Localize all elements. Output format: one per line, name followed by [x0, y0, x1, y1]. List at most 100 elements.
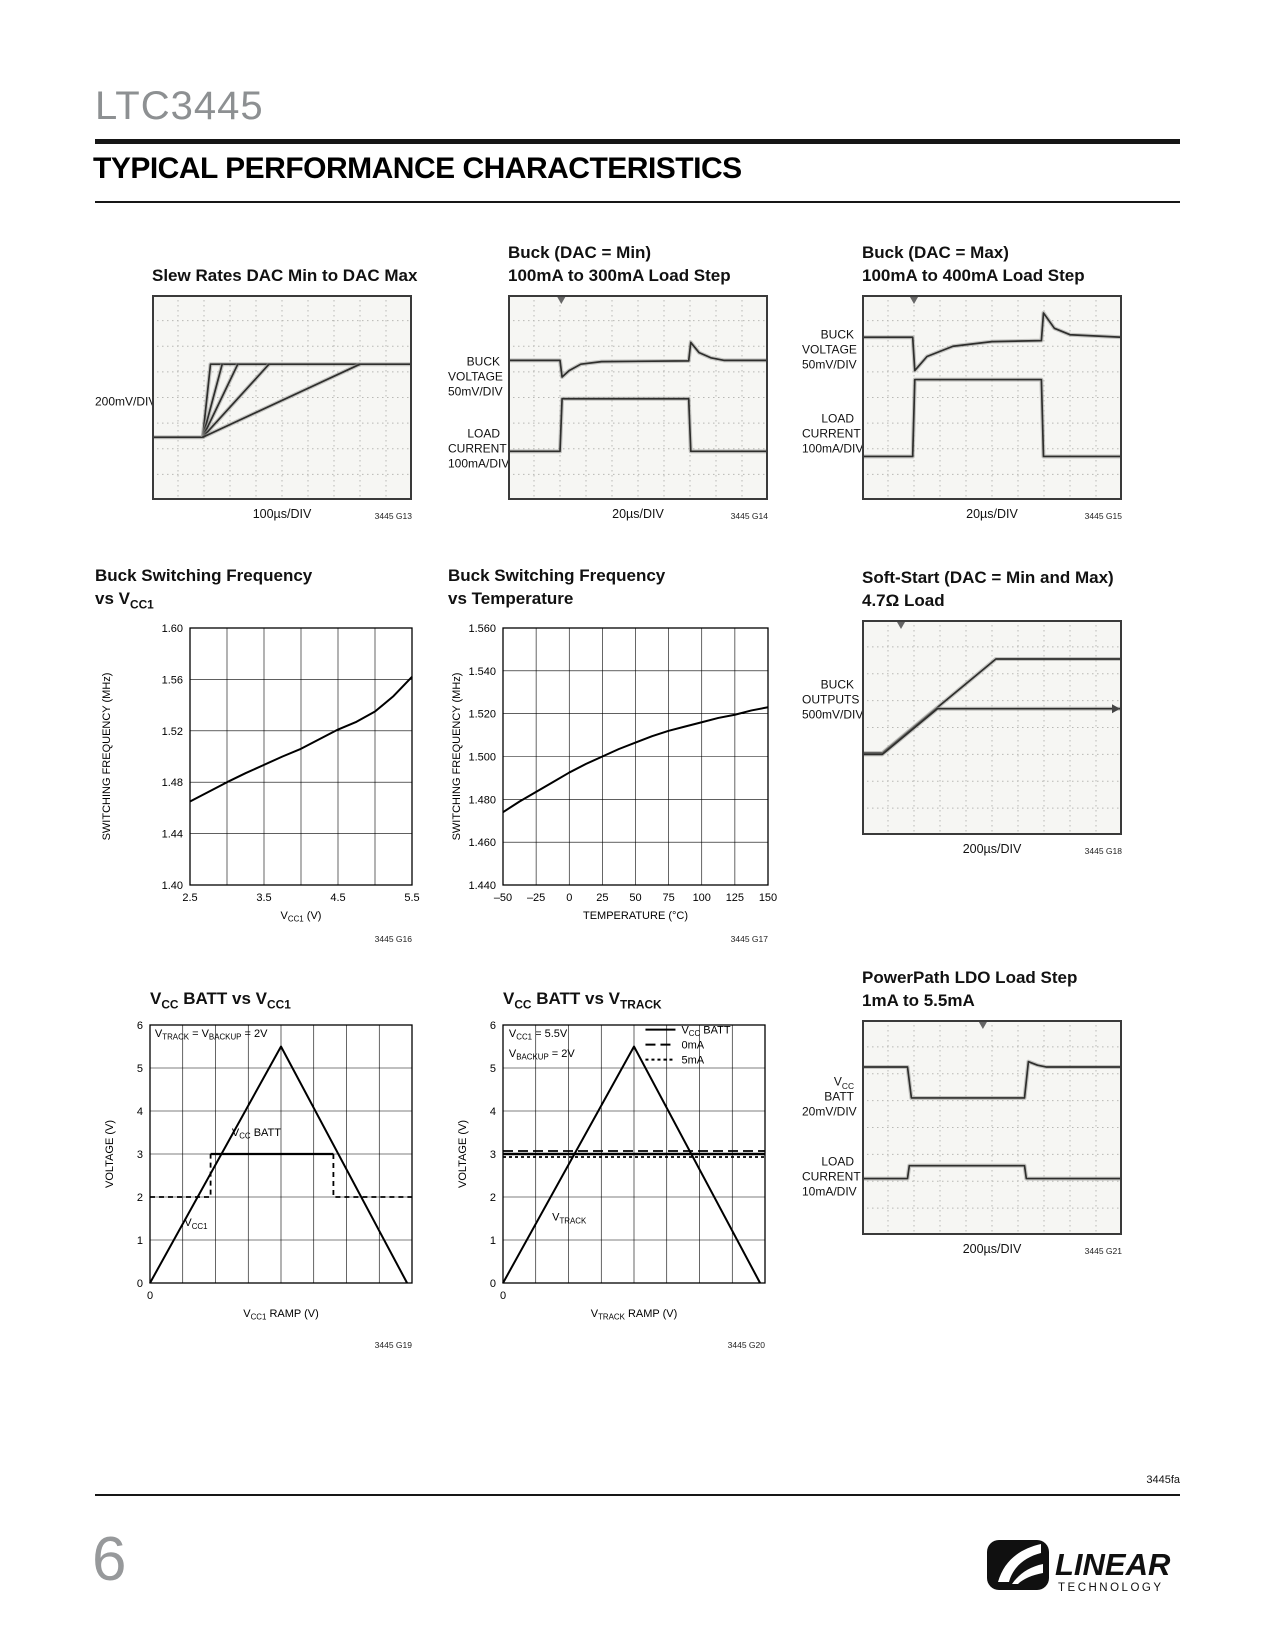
panel-slew-rates: Slew Rates DAC Min to DAC Max 200mV/DIV … [95, 229, 418, 523]
chart-vcc-batt-vs-vcc1: 00 1 2 3 4 5 6 VCC1 RAMP (V) VOLTAGE (V) VTRACK =… [104, 1020, 413, 1322]
panel-soft-start: Soft-Start (DAC = Min and Max) 4.7Ω Load… [802, 554, 1122, 858]
svg-text:50: 50 [629, 892, 641, 904]
chart-title-block: VCC BATT vs VCC1 [150, 982, 412, 1010]
svg-text:5mA: 5mA [681, 1055, 704, 1067]
svg-text:3.5: 3.5 [256, 892, 271, 904]
scope-screenshot-powerpath-ldo [862, 1020, 1122, 1235]
figure-ref: 3445 G17 [730, 934, 768, 944]
figure-ref: 3445 G14 [730, 511, 768, 521]
document-revision-code: 3445fa [1146, 1474, 1180, 1486]
svg-text:VTRACK RAMP (V): VTRACK RAMP (V) [591, 1308, 678, 1322]
scope-screenshot-slew-rates [152, 295, 412, 500]
scope-caption: 200µs/DIV 3445 G18 [862, 842, 1122, 858]
svg-text:–25: –25 [527, 892, 545, 904]
part-number: LTC3445 [95, 84, 264, 128]
chart-title: Slew Rates DAC Min to DAC Max [152, 266, 418, 285]
timebase-label: 20µs/DIV [612, 507, 664, 521]
svg-text:4: 4 [490, 1106, 496, 1118]
svg-text:5: 5 [490, 1063, 496, 1075]
chart-title: PowerPath LDO Load Step [862, 968, 1078, 987]
svg-text:1.480: 1.480 [468, 794, 496, 806]
svg-text:1.540: 1.540 [468, 666, 496, 678]
scope-screenshot-buck-dac-max [862, 295, 1122, 500]
chart-title-block: Slew Rates DAC Min to DAC Max [152, 229, 418, 287]
svg-text:VOLTAGE (V): VOLTAGE (V) [457, 1120, 469, 1188]
vertical-scale-label: BUCK VOLTAGE 50mV/DIV [448, 354, 503, 399]
chart-subtitle: vs Temperature [448, 589, 574, 608]
chart-title-block: Buck (DAC = Min) 100mA to 300mA Load Ste… [508, 229, 768, 287]
timebase-label: 20µs/DIV [966, 507, 1018, 521]
svg-text:25: 25 [596, 892, 608, 904]
svg-text:VBACKUP = 2V: VBACKUP = 2V [509, 1048, 576, 1062]
svg-text:125: 125 [726, 892, 744, 904]
chart-title: Buck Switching Frequency [448, 566, 666, 585]
svg-text:3: 3 [137, 1149, 143, 1161]
page-number: 6 [92, 1525, 127, 1594]
chart-subtitle: 1mA to 5.5mA [862, 991, 975, 1010]
chart-subtitle: 4.7Ω Load [862, 591, 945, 610]
figure-ref: 3445 G19 [374, 1340, 412, 1350]
svg-text:5.5: 5.5 [404, 892, 419, 904]
scope-caption: 200µs/DIV 3445 G21 [862, 1242, 1122, 1258]
chart-title: Buck Switching Frequency [95, 566, 313, 585]
svg-text:1.44: 1.44 [162, 829, 183, 841]
svg-text:VCC BATT: VCC BATT [681, 1025, 730, 1039]
panel-buck-dac-min-load-step: Buck (DAC = Min) 100mA to 300mA Load Ste… [448, 229, 768, 523]
svg-text:150: 150 [759, 892, 777, 904]
svg-text:VTRACK: VTRACK [552, 1212, 587, 1226]
svg-text:0: 0 [147, 1290, 153, 1302]
svg-text:100: 100 [693, 892, 711, 904]
figure-ref: 3445 G15 [1084, 511, 1122, 521]
chart-title-block: VCC BATT vs VTRACK [503, 982, 765, 1010]
svg-text:5: 5 [137, 1063, 143, 1075]
figure-ref: 3445 G20 [727, 1340, 765, 1350]
vertical-scale-label: BUCK OUTPUTS 500mV/DIV [802, 677, 864, 722]
chart-subtitle: vs VCC1 [95, 589, 154, 612]
vertical-scale-label: LOAD CURRENT 10mA/DIV [802, 1154, 861, 1199]
panel-buck-dac-max-load-step: Buck (DAC = Max) 100mA to 400mA Load Ste… [802, 229, 1122, 523]
svg-text:1.60: 1.60 [162, 623, 183, 635]
scope-screenshot-soft-start [862, 620, 1122, 835]
svg-text:VCC1 (V): VCC1 (V) [281, 910, 322, 924]
svg-text:2: 2 [490, 1192, 496, 1204]
svg-text:2.5: 2.5 [182, 892, 197, 904]
header-rule [95, 139, 1180, 144]
chart-title: Buck (DAC = Max) [862, 243, 1009, 262]
svg-text:VCC BATT: VCC BATT [232, 1127, 281, 1141]
figure-ref: 3445 G21 [1084, 1246, 1122, 1256]
svg-text:VCC1 RAMP (V): VCC1 RAMP (V) [243, 1308, 319, 1322]
vertical-scale-label: BUCK VOLTAGE 50mV/DIV [802, 327, 857, 372]
svg-text:4.5: 4.5 [330, 892, 345, 904]
vertical-scale-label: LOAD CURRENT 100mA/DIV [802, 411, 864, 456]
svg-text:3: 3 [490, 1149, 496, 1161]
chart-switching-frequency-vs-temperature: –50 –25 0 25 50 75 100 125 150 1.440 1.460 1.480 1.5… [451, 623, 777, 922]
svg-text:1.440: 1.440 [468, 880, 496, 892]
scope-area: VCC BATT 20mV/DIV LOAD CURRENT 10mA/DIV [802, 1020, 1122, 1235]
svg-text:0: 0 [490, 1278, 496, 1290]
scope-caption: 20µs/DIV 3445 G14 [508, 507, 768, 523]
svg-text:1: 1 [137, 1235, 143, 1247]
svg-text:6: 6 [137, 1020, 143, 1032]
timebase-label: 100µs/DIV [252, 507, 312, 521]
scope-area: 200mV/DIV [95, 295, 412, 500]
chart-title-block: Buck Switching Frequency vs VCC1 [95, 554, 425, 610]
section-title: TYPICAL PERFORMANCE CHARACTERISTICS [93, 152, 742, 185]
lt-logo-mark [987, 1540, 1049, 1590]
svg-text:1.520: 1.520 [468, 709, 496, 721]
svg-text:75: 75 [663, 892, 675, 904]
svg-text:SWITCHING FREQUENCY (MHz): SWITCHING FREQUENCY (MHz) [101, 673, 113, 841]
svg-text:1.460: 1.460 [468, 837, 496, 849]
svg-text:VTRACK = VBACKUP = 2V: VTRACK = VBACKUP = 2V [155, 1028, 268, 1042]
svg-text:VCC1: VCC1 [184, 1217, 208, 1231]
chart-title-block: Soft-Start (DAC = Min and Max) 4.7Ω Load [862, 554, 1122, 612]
chart-subtitle: 100mA to 300mA Load Step [508, 266, 731, 285]
chart-title-block: PowerPath LDO Load Step 1mA to 5.5mA [862, 954, 1122, 1012]
svg-text:VOLTAGE (V): VOLTAGE (V) [104, 1120, 116, 1188]
scope-screenshot-buck-dac-min [508, 295, 768, 500]
scope-area: BUCK VOLTAGE 50mV/DIV LOAD CURRENT 100mA… [448, 295, 768, 500]
logo-brand-text: LINEAR [1055, 1547, 1171, 1582]
chart-title: Buck (DAC = Min) [508, 243, 652, 262]
svg-text:0: 0 [137, 1278, 143, 1290]
svg-text:6: 6 [490, 1020, 496, 1032]
